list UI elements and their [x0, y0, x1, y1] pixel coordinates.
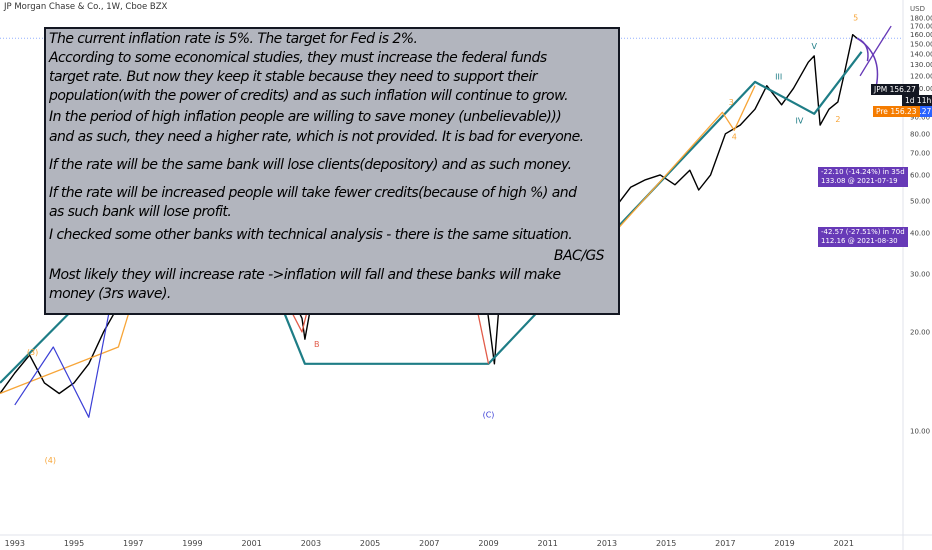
- note-line: and as such, they need a higher rate, wh…: [49, 129, 584, 145]
- wave-label: B: [314, 340, 320, 349]
- x-tick-label: 2001: [241, 539, 261, 548]
- projection-2-change: -42.57 (-27.51%) in 70d: [821, 228, 905, 236]
- y-tick-label: 130.00: [910, 61, 932, 69]
- x-tick-label: 2015: [656, 539, 676, 548]
- wave-label: III: [775, 72, 782, 81]
- wave-label: 5: [853, 13, 858, 22]
- x-tick-label: 2003: [301, 539, 321, 548]
- projection-1-change: -22.10 (-14.24%) in 35d: [821, 168, 905, 176]
- note-line: BAC/GS: [553, 248, 605, 264]
- projection-arc-2[interactable]: [856, 37, 879, 86]
- y-tick-label: 30.00: [910, 270, 930, 278]
- wave-label: (3): [27, 348, 38, 357]
- wave-label: (4): [45, 456, 56, 465]
- projection-1-target: 133.08 @ 2021-07-19: [821, 177, 898, 185]
- x-tick-label: 2011: [538, 539, 558, 548]
- y-tick-label: 180.00: [910, 14, 932, 22]
- y-tick-label: 160.00: [910, 31, 932, 39]
- y-tick-label: 20.00: [910, 328, 930, 336]
- note-line: population(with the power of credits) an…: [49, 88, 569, 104]
- y-tick-label: 120.00: [910, 72, 932, 80]
- x-tick-label: 2021: [834, 539, 854, 548]
- wave-label: 2: [835, 115, 840, 124]
- y-tick-label: 50.00: [910, 197, 930, 205]
- x-tick-label: 2009: [478, 539, 498, 548]
- symbol-label: JPM: [874, 85, 888, 94]
- countdown-label: 1d 11h: [905, 96, 932, 105]
- projection-arc-up[interactable]: [859, 25, 892, 77]
- note-line: I checked some other banks with technica…: [49, 227, 573, 243]
- y-tick-label: 60.00: [910, 171, 930, 179]
- x-tick-label: 1999: [182, 539, 202, 548]
- y-tick-label: 10.00: [910, 427, 930, 435]
- x-tick-label: 2005: [360, 539, 380, 548]
- note-line: Most likely they will increase rate ->in…: [49, 267, 561, 283]
- note-line: as such bank will lose profit.: [49, 204, 232, 220]
- y-tick-label: 110.00: [910, 85, 932, 93]
- chart-header: JP Morgan Chase & Co., 1W, Cboe BZX: [4, 2, 168, 12]
- x-tick-label: 1995: [64, 539, 84, 548]
- x-tick-label: 1997: [123, 539, 143, 548]
- y-tick-label: 150.00: [910, 40, 932, 48]
- y-tick-label: 80.00: [910, 130, 930, 138]
- premarket-price: 156.23: [890, 107, 917, 116]
- wave-label: (C): [483, 410, 495, 419]
- projection-box-1[interactable]: -22.10 (-14.24%) in 35d 133.08 @ 2021-07…: [818, 167, 908, 187]
- note-line: According to some economical studies, th…: [49, 50, 547, 66]
- x-tick-label: 2017: [715, 539, 735, 548]
- projection-box-2[interactable]: -42.57 (-27.51%) in 70d 112.16 @ 2021-08…: [818, 227, 908, 247]
- wave-label: 3: [729, 98, 734, 107]
- wave-label: V: [811, 42, 817, 51]
- analysis-note-box[interactable]: The current inflation rate is 5%. The ta…: [44, 27, 620, 315]
- currency-label: USD: [910, 5, 925, 13]
- x-tick-label: 2019: [774, 539, 794, 548]
- wave-label: 4: [732, 132, 737, 141]
- countdown-tag: 1d 11h: [902, 95, 932, 106]
- note-line: target rate. But now they keep it stable…: [49, 69, 538, 85]
- y-tick-label: 40.00: [910, 229, 930, 237]
- projection-2-target: 112.16 @ 2021-08-30: [821, 237, 898, 245]
- x-tick-label: 2007: [419, 539, 439, 548]
- y-tick-label: 140.00: [910, 50, 932, 58]
- y-tick-label: 170.00: [910, 23, 932, 31]
- y-tick-label: 90.00: [910, 113, 930, 121]
- x-tick-label: 2013: [597, 539, 617, 548]
- note-line: The current inflation rate is 5%. The ta…: [49, 31, 418, 47]
- note-line: If the rate will be the same bank will l…: [49, 157, 572, 173]
- symbol-price-tag: JPM 156.27: [871, 84, 919, 95]
- y-tick-label: 70.00: [910, 149, 930, 157]
- wave-label: IV: [795, 116, 803, 125]
- last-price: 156.27: [889, 85, 916, 94]
- premarket-price-tag: Pre 156.23: [873, 106, 920, 117]
- note-line: If the rate will be increased people wil…: [49, 185, 577, 201]
- x-tick-label: 1993: [5, 539, 25, 548]
- premarket-label: Pre: [876, 107, 888, 116]
- note-line: In the period of high inflation people a…: [49, 109, 562, 125]
- note-line: money (3rs wave).: [49, 286, 171, 302]
